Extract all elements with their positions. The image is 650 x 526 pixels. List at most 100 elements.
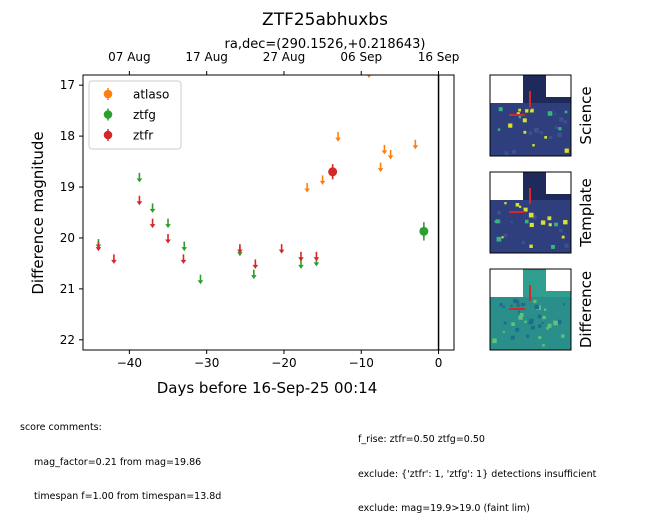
stamp-pixel <box>564 110 568 114</box>
stamp-pixel <box>502 305 506 309</box>
stamp-pixel <box>559 117 564 122</box>
stamp-pixel <box>532 215 537 220</box>
stamp-pixel <box>503 233 508 238</box>
stamp-label: Difference <box>577 271 595 348</box>
stamp-pixel <box>559 228 563 233</box>
stamp-pixel <box>554 222 558 227</box>
stamp-frame <box>489 74 572 157</box>
stamp-pixel <box>502 331 505 334</box>
stamp-pixel <box>548 223 552 227</box>
stamp-blank-corner <box>490 269 523 297</box>
top-tick-label: 06 Sep <box>340 50 382 64</box>
stamp-pixel <box>515 203 520 207</box>
upper-limit-head <box>319 180 326 185</box>
legend-item: ztfg <box>103 108 156 122</box>
upper-limit-head <box>149 224 156 229</box>
stamp-pixel <box>563 120 567 124</box>
stamp-pixel <box>524 320 527 323</box>
comment-line: exclude: mag=19.9>19.0 (faint lim) <box>358 503 530 514</box>
x-tick-label: −20 <box>271 356 296 370</box>
stamp-pixel <box>529 222 534 228</box>
y-tick-label: 19 <box>60 180 75 194</box>
comments-header: score comments: <box>20 422 102 433</box>
legend: atlaso ztfg ztfr <box>88 80 182 150</box>
detection-point <box>419 226 429 236</box>
upper-limit-head <box>313 262 320 267</box>
upper-limit-head <box>237 249 243 254</box>
y-tick-label: 18 <box>60 129 75 143</box>
stamp-pixel <box>548 325 551 328</box>
stamp-science: Science <box>489 74 595 157</box>
stamp-pixel <box>548 135 553 140</box>
legend-label: ztfr <box>133 129 153 143</box>
upper-limit-head <box>165 224 171 229</box>
stamp-pixel <box>563 219 568 225</box>
y-tick-label: 17 <box>60 78 75 92</box>
top-tick-label: 07 Aug <box>108 50 151 64</box>
series-ztfg <box>95 172 429 285</box>
stamp-pixel <box>551 244 555 249</box>
y-tick-label: 20 <box>60 231 75 245</box>
stamp-pixel <box>520 303 524 307</box>
stamp-frame <box>489 171 572 254</box>
stamp-pixel <box>522 207 525 210</box>
image-stamps: Science Template Difference <box>489 74 595 351</box>
figure: ZTF25abhuxbs ra,dec=(290.1526,+0.218643)… <box>29 10 595 397</box>
stamp-pixel <box>522 303 526 306</box>
stamp-pixel <box>561 235 565 239</box>
stamp-pixel <box>518 108 521 112</box>
stamp-pixel <box>497 210 501 215</box>
score-comments-left: score comments: mag_factor=0.21 from mag… <box>20 399 221 514</box>
upper-limit-head <box>412 145 419 150</box>
stamp-pixel <box>510 335 515 340</box>
chart-title: ZTF25abhuxbs <box>262 10 388 30</box>
stamp-pixel <box>521 241 525 245</box>
comment-line: exclude: {'ztfr': 1, 'ztfg': 1} detectio… <box>358 468 597 480</box>
stamp-pixel <box>497 128 501 131</box>
stamp-pixel <box>499 303 503 307</box>
stamp-pixel <box>522 118 527 123</box>
x-tick-label: 0 <box>435 356 443 370</box>
stamp-pixel <box>503 321 507 325</box>
score-comments-right: f_rise: ztfr=0.50 ztfg=0.50 exclude: {'z… <box>358 411 596 526</box>
legend-item: atlaso <box>103 88 169 102</box>
stamp-pixel <box>553 320 558 326</box>
comment-line: mag_factor=0.21 from mag=19.86 <box>34 456 202 468</box>
stamp-pixel <box>540 131 544 135</box>
legend-marker <box>103 110 113 119</box>
stamp-pixel <box>518 205 522 208</box>
stamp-pixel <box>511 322 515 326</box>
legend-label: atlaso <box>133 88 169 102</box>
stamp-pixel <box>547 216 552 221</box>
stamp-pixel <box>561 334 565 338</box>
plot-area: −40 −30 −20 −10 0 07 Aug 17 Aug 27 Aug 06 Sep 16 … <box>60 50 460 370</box>
upper-limit-head <box>298 257 304 262</box>
stamp-pixel <box>496 236 502 242</box>
stamp-pixel <box>529 318 534 324</box>
legend-marker <box>103 130 113 140</box>
x-axis-label: Days before 16-Sep-25 00:14 <box>157 379 378 397</box>
x-tick-label: −10 <box>349 356 374 370</box>
upper-limit-head <box>387 155 394 160</box>
stamp-pixel <box>504 151 509 155</box>
stamp-pixel <box>498 107 503 112</box>
upper-limit-head <box>181 247 188 252</box>
upper-limit-head <box>95 247 102 252</box>
stamp-pixel <box>540 220 546 225</box>
stamp-pixel <box>501 236 504 239</box>
stamp-pixel <box>529 107 532 110</box>
comment-line: f_rise: ztfr=0.50 ztfg=0.50 <box>358 434 485 445</box>
stamp-pixel <box>557 132 562 137</box>
stamp-pixel <box>515 327 520 332</box>
stamp-pixel <box>534 127 539 133</box>
stamp-pixel <box>526 334 530 338</box>
stamp-pixel <box>516 303 520 307</box>
chart-subtitle: ra,dec=(290.1526,+0.218643) <box>225 37 426 52</box>
series-ztfr <box>95 164 338 269</box>
stamp-blank-corner <box>546 172 571 194</box>
stamp-pixel <box>564 243 569 248</box>
stamp-pixel <box>554 112 557 115</box>
stamp-pixel <box>523 130 527 134</box>
stamp-pixel <box>542 315 546 320</box>
upper-limit-head <box>304 188 310 193</box>
